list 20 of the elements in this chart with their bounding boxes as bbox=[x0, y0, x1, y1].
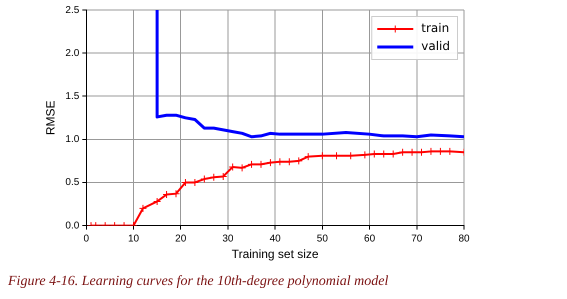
y-tick-label: 0.0 bbox=[65, 220, 80, 232]
y-tick-label: 1.0 bbox=[65, 134, 80, 146]
x-tick-label: 20 bbox=[175, 233, 187, 244]
x-tick-label: 50 bbox=[316, 233, 328, 244]
x-axis-title: Training set size bbox=[232, 247, 319, 262]
x-tick-label: 0 bbox=[84, 233, 90, 244]
x-tick-label: 80 bbox=[458, 233, 470, 244]
y-axis-title: RMSE bbox=[44, 100, 58, 136]
y-tick-label: 2.0 bbox=[65, 48, 80, 59]
caption: Figure 4-16. Learning curves for the 10th-degree polynomial model bbox=[8, 274, 388, 290]
legend-label: valid bbox=[421, 39, 450, 54]
x-tick-label: 70 bbox=[411, 233, 423, 244]
y-tick-label: 0.5 bbox=[65, 177, 80, 188]
x-tick-label: 30 bbox=[222, 233, 234, 244]
legend-label: train bbox=[421, 21, 450, 36]
x-tick-label: 60 bbox=[364, 233, 376, 244]
x-tick-label: 40 bbox=[270, 233, 282, 244]
y-tick-label: 2.5 bbox=[65, 4, 80, 16]
x-tick-label: 10 bbox=[128, 233, 140, 244]
y-tick-label: 1.5 bbox=[65, 90, 80, 102]
